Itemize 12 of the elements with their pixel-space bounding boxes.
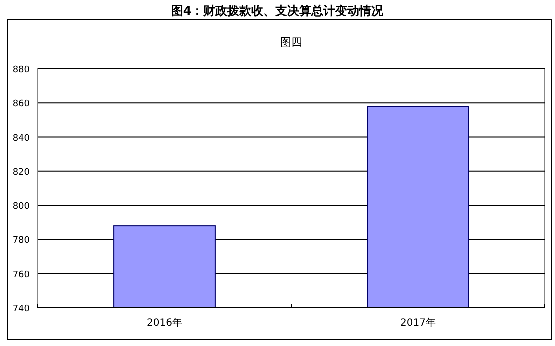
y-tick-label: 820 [12,168,30,178]
x-tick-label: 2017年 [400,317,436,329]
x-tick-label: 2016年 [147,317,182,329]
y-tick-label: 880 [12,66,30,76]
y-tick-label: 780 [12,236,30,246]
y-tick-label: 800 [12,202,30,212]
y-tick-label: 860 [12,100,30,110]
chart-title: 图4：财政拨款收、支决算总计变动情况 [171,4,385,18]
y-tick-label: 840 [12,134,30,144]
chart-subtitle: 图四 [280,36,302,49]
y-tick-label: 760 [12,270,30,280]
y-tick-label: 740 [12,304,30,314]
